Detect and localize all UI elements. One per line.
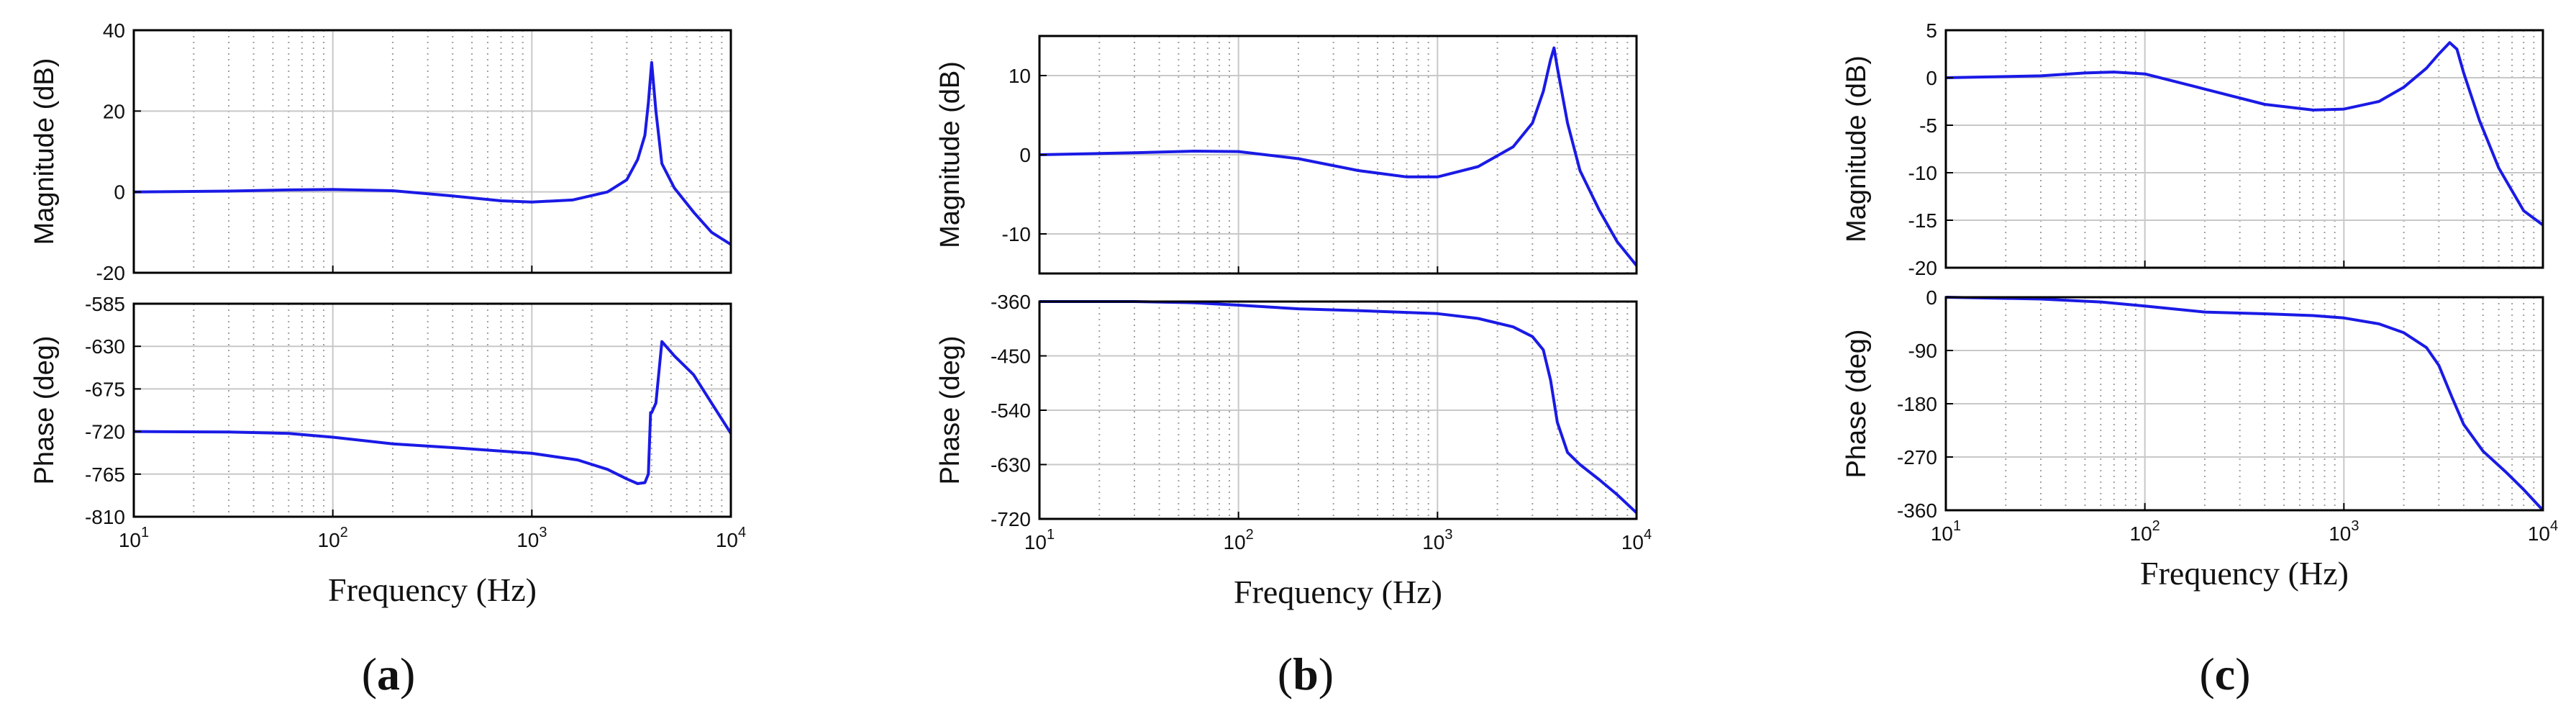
y-tick-label: -15 [1908,209,1937,232]
chart-a-phase: -810 -765 -720 -675 -630 -585 101 102 103 104 Freq… [29,293,746,608]
chart-c-magnitude: -20 -15 -10 -5 0 5 Magnitude (dB) [1842,19,2544,279]
y-axis-label: Magnitude (dB) [1842,55,1872,243]
y-tick-label: -675 [85,378,125,400]
axes-frame [132,302,732,518]
series-line [1039,46,1638,267]
x-tick-label: 104 [716,525,746,551]
x-tick-label: 102 [1224,527,1254,553]
y-tick-label: 10 [1009,65,1031,87]
y-tick-label: 0 [1926,286,1937,309]
x-tick-label: 104 [2528,518,2558,545]
y-tick-label: -765 [85,463,125,486]
y-tick-label: -585 [85,293,125,315]
y-tick-label: -630 [991,454,1031,476]
chart-b-phase: -720 -630 -540 -450 -360 101 102 103 104 Frequenc… [935,291,1652,610]
y-tick-label: -5 [1919,114,1937,137]
y-tick-label: 20 [103,100,125,122]
x-tick-label: 103 [516,525,547,551]
y-tick-label: -630 [85,335,125,358]
series-line [1945,41,2544,227]
series-line [133,60,732,246]
y-tick-label: 40 [103,19,125,42]
y-tick-label: -720 [85,421,125,443]
y-tick-label: -360 [1897,499,1937,522]
x-axis-label: Frequency (Hz) [328,571,537,608]
panel-label-b: (b) [1278,648,1334,700]
chart-c-phase: -360 -270 -180 -90 0 101 102 103 104 Frequency (H… [1842,286,2558,592]
y-axis-label: Magnitude (dB) [29,58,60,245]
panel-label-a: (a) [362,648,416,700]
plot-area: -20 0 20 40 Magnitude (dB) -810 -765 -720 -675 -6… [29,19,2558,610]
y-tick-label: -810 [85,506,125,528]
y-axis-label: Phase (deg) [29,335,60,484]
chart-b-magnitude: -10 0 10 Magnitude (dB) [935,35,1638,275]
series-line [1039,300,1638,515]
x-axis-label: Frequency (Hz) [1234,574,1442,610]
y-tick-label: 0 [114,181,125,204]
y-tick-label: -90 [1908,340,1937,362]
x-tick-label: 103 [2329,518,2359,545]
y-tick-label: -720 [991,508,1031,530]
y-tick-label: -360 [991,291,1031,313]
y-tick-label: -10 [1908,162,1937,184]
x-tick-label: 102 [2130,518,2160,545]
y-tick-label: -540 [991,399,1031,422]
x-tick-label: 101 [119,525,149,551]
axes-frame [1944,29,2544,269]
y-axis-label: Phase (deg) [1842,329,1872,478]
y-axis-label: Magnitude (dB) [935,61,965,248]
axes-frame [132,29,732,274]
y-tick-label: -180 [1897,393,1937,415]
x-tick-label: 103 [1422,527,1452,553]
series-line [133,340,732,485]
y-tick-label: 0 [1019,144,1031,166]
x-tick-label: 101 [1931,518,1961,545]
y-tick-label: -20 [1908,257,1937,279]
y-tick-label: -270 [1897,446,1937,469]
panel-label-c: (c) [2199,648,2250,700]
chart-a-magnitude: -20 0 20 40 Magnitude (dB) [29,19,732,284]
y-tick-label: 5 [1926,19,1937,42]
series-line [1945,296,2544,512]
x-tick-label: 102 [318,525,348,551]
x-tick-label: 104 [1621,527,1652,553]
y-tick-label: -450 [991,345,1031,368]
y-tick-label: 0 [1926,67,1937,89]
x-axis-label: Frequency (Hz) [2140,555,2349,592]
y-axis-label: Phase (deg) [935,335,965,484]
y-tick-label: -20 [96,262,125,284]
y-tick-label: -10 [1002,223,1031,245]
x-tick-label: 101 [1024,527,1055,553]
